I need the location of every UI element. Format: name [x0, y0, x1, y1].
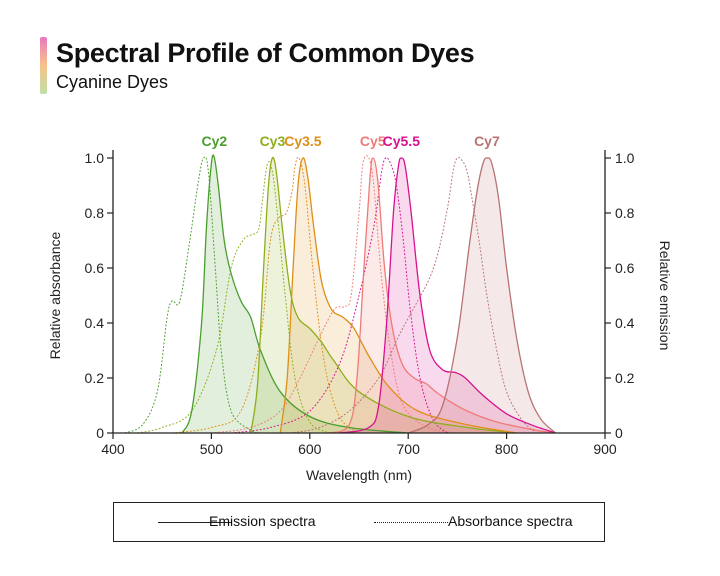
- y-tick-label-right: 0.2: [615, 370, 635, 386]
- y-tick-label-left: 0.4: [85, 315, 105, 331]
- emission-line-cy5-5: [339, 157, 557, 434]
- emission-line-cy5: [329, 157, 556, 434]
- absorbance-line-cy3: [137, 161, 330, 434]
- y-tick-label-left: 0.8: [85, 205, 105, 221]
- series-label-cy5-5: Cy5.5: [383, 133, 421, 149]
- y-tick-label-left: 0: [96, 425, 104, 441]
- y-tick-label-right: 0.4: [615, 315, 635, 331]
- x-tick-label: 500: [200, 441, 224, 457]
- x-tick-label: 900: [593, 441, 617, 457]
- emission-fill-cy3: [250, 157, 517, 434]
- legend-emission-swatch: [158, 522, 232, 523]
- y-axis-label-right: Relative emission: [657, 241, 673, 351]
- x-axis-label: Wavelength (nm): [306, 467, 412, 483]
- y-tick-label-left: 0.6: [85, 260, 105, 276]
- absorbance-line-cy5-5: [231, 157, 448, 434]
- series-label-cy3: Cy3: [260, 133, 286, 149]
- legend: Emission spectra Absorbance spectra: [113, 502, 605, 542]
- series-label-cy3-5: Cy3.5: [284, 133, 322, 149]
- x-tick-label: 800: [495, 441, 519, 457]
- legend-emission-label: Emission spectra: [209, 513, 316, 529]
- y-tick-label-right: 0.6: [615, 260, 635, 276]
- series-label-cy5: Cy5: [360, 133, 386, 149]
- absorbance-line-cy5: [211, 155, 458, 434]
- title-color-bar: [40, 37, 47, 94]
- y-tick-label-left: 0.2: [85, 370, 105, 386]
- series-label-cy2: Cy2: [202, 133, 228, 149]
- legend-absorbance-swatch: [374, 522, 448, 523]
- emission-fill-cy2: [181, 154, 409, 433]
- x-tick-label: 400: [101, 441, 125, 457]
- x-tick-label: 600: [298, 441, 322, 457]
- x-tick-label: 700: [397, 441, 421, 457]
- emission-fill-cy7: [408, 157, 556, 433]
- y-tick-label-right: 0: [615, 425, 623, 441]
- y-tick-label-right: 0.8: [615, 205, 635, 221]
- legend-absorbance-label: Absorbance spectra: [448, 513, 573, 529]
- emission-line-cy2: [181, 154, 409, 434]
- chart-subtitle: Cyanine Dyes: [56, 72, 169, 92]
- emission-line-cy3-5: [279, 157, 517, 434]
- chart-title: Spectral Profile of Common Dyes: [56, 38, 475, 68]
- absorbance-line-cy2: [124, 156, 261, 434]
- y-tick-label-left: 1.0: [85, 150, 105, 166]
- emission-line-cy7: [407, 157, 557, 434]
- emission-fill-cy5-5: [339, 157, 556, 434]
- series-label-cy7: Cy7: [474, 133, 500, 149]
- y-tick-label-right: 1.0: [615, 150, 635, 166]
- y-axis-label-left: Relative absorbance: [47, 231, 63, 359]
